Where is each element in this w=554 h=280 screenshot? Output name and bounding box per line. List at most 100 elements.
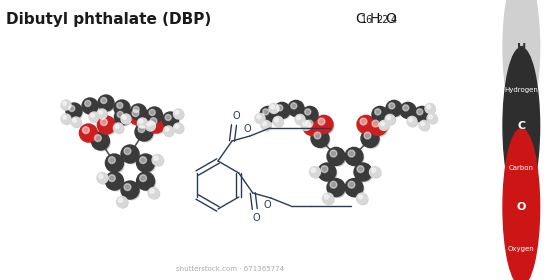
Text: C: C bbox=[355, 12, 365, 26]
Circle shape bbox=[121, 181, 139, 199]
Circle shape bbox=[301, 120, 311, 130]
Circle shape bbox=[175, 110, 184, 120]
Circle shape bbox=[311, 168, 321, 178]
Circle shape bbox=[148, 109, 163, 124]
Circle shape bbox=[275, 118, 279, 122]
Circle shape bbox=[130, 104, 146, 120]
Circle shape bbox=[118, 198, 128, 208]
Circle shape bbox=[389, 103, 395, 109]
Circle shape bbox=[302, 122, 311, 131]
Circle shape bbox=[257, 115, 265, 124]
Circle shape bbox=[105, 172, 124, 190]
Circle shape bbox=[322, 193, 334, 204]
Circle shape bbox=[99, 174, 109, 184]
Circle shape bbox=[296, 116, 305, 125]
Circle shape bbox=[408, 118, 418, 127]
Circle shape bbox=[137, 172, 155, 190]
Circle shape bbox=[385, 115, 395, 124]
Circle shape bbox=[327, 147, 345, 165]
Circle shape bbox=[124, 147, 140, 164]
Circle shape bbox=[66, 103, 82, 119]
Circle shape bbox=[503, 0, 540, 126]
Circle shape bbox=[372, 120, 379, 127]
Circle shape bbox=[269, 103, 279, 113]
Circle shape bbox=[94, 134, 110, 151]
Circle shape bbox=[149, 109, 155, 115]
Circle shape bbox=[330, 150, 337, 157]
Circle shape bbox=[73, 118, 76, 122]
Circle shape bbox=[375, 109, 381, 115]
Circle shape bbox=[165, 127, 174, 137]
Circle shape bbox=[311, 168, 316, 172]
Circle shape bbox=[122, 115, 126, 119]
Circle shape bbox=[148, 188, 159, 199]
Circle shape bbox=[119, 198, 122, 202]
Circle shape bbox=[105, 154, 124, 172]
Text: shutterstock.com · 671365774: shutterstock.com · 671365774 bbox=[176, 266, 284, 272]
Text: O: O bbox=[232, 111, 240, 121]
Circle shape bbox=[95, 135, 101, 142]
Circle shape bbox=[139, 174, 156, 191]
Circle shape bbox=[348, 150, 355, 157]
Circle shape bbox=[100, 97, 115, 112]
Circle shape bbox=[122, 115, 131, 125]
Circle shape bbox=[295, 115, 305, 124]
Circle shape bbox=[358, 195, 368, 205]
Circle shape bbox=[345, 147, 363, 165]
Circle shape bbox=[137, 118, 147, 128]
Circle shape bbox=[427, 105, 430, 109]
Circle shape bbox=[150, 118, 157, 125]
Circle shape bbox=[414, 106, 430, 122]
Circle shape bbox=[69, 105, 75, 111]
Circle shape bbox=[175, 124, 184, 134]
Circle shape bbox=[117, 111, 123, 118]
Circle shape bbox=[360, 118, 367, 125]
Circle shape bbox=[427, 113, 437, 123]
Circle shape bbox=[274, 118, 284, 127]
Circle shape bbox=[63, 115, 66, 119]
Circle shape bbox=[124, 183, 140, 200]
Circle shape bbox=[354, 163, 372, 181]
Circle shape bbox=[124, 184, 131, 191]
Circle shape bbox=[407, 116, 417, 126]
Circle shape bbox=[329, 150, 346, 166]
Circle shape bbox=[115, 109, 130, 125]
Text: Carbon: Carbon bbox=[509, 165, 534, 171]
Circle shape bbox=[318, 163, 336, 181]
Circle shape bbox=[146, 107, 162, 123]
Circle shape bbox=[145, 121, 156, 131]
Circle shape bbox=[138, 119, 148, 129]
Circle shape bbox=[82, 126, 98, 143]
Text: O: O bbox=[264, 200, 271, 210]
Circle shape bbox=[68, 105, 83, 120]
Circle shape bbox=[274, 102, 290, 118]
Circle shape bbox=[262, 122, 271, 131]
Circle shape bbox=[372, 106, 388, 122]
Circle shape bbox=[388, 102, 403, 117]
Circle shape bbox=[357, 115, 375, 133]
Circle shape bbox=[61, 100, 71, 110]
Circle shape bbox=[369, 117, 387, 136]
Text: O: O bbox=[253, 213, 260, 223]
Circle shape bbox=[138, 126, 145, 132]
Circle shape bbox=[98, 110, 107, 120]
Circle shape bbox=[503, 129, 540, 280]
Circle shape bbox=[416, 108, 431, 123]
Circle shape bbox=[317, 118, 334, 134]
Circle shape bbox=[90, 113, 100, 123]
Circle shape bbox=[271, 105, 274, 109]
Circle shape bbox=[311, 129, 329, 147]
Circle shape bbox=[363, 132, 380, 148]
Circle shape bbox=[356, 165, 373, 182]
Circle shape bbox=[135, 123, 153, 141]
Circle shape bbox=[116, 197, 127, 207]
Circle shape bbox=[100, 118, 116, 135]
Circle shape bbox=[133, 106, 139, 113]
Circle shape bbox=[380, 122, 389, 131]
Circle shape bbox=[117, 102, 123, 108]
Circle shape bbox=[420, 122, 429, 131]
Circle shape bbox=[107, 156, 124, 173]
Circle shape bbox=[114, 100, 130, 116]
Circle shape bbox=[150, 117, 166, 134]
Circle shape bbox=[426, 105, 435, 114]
